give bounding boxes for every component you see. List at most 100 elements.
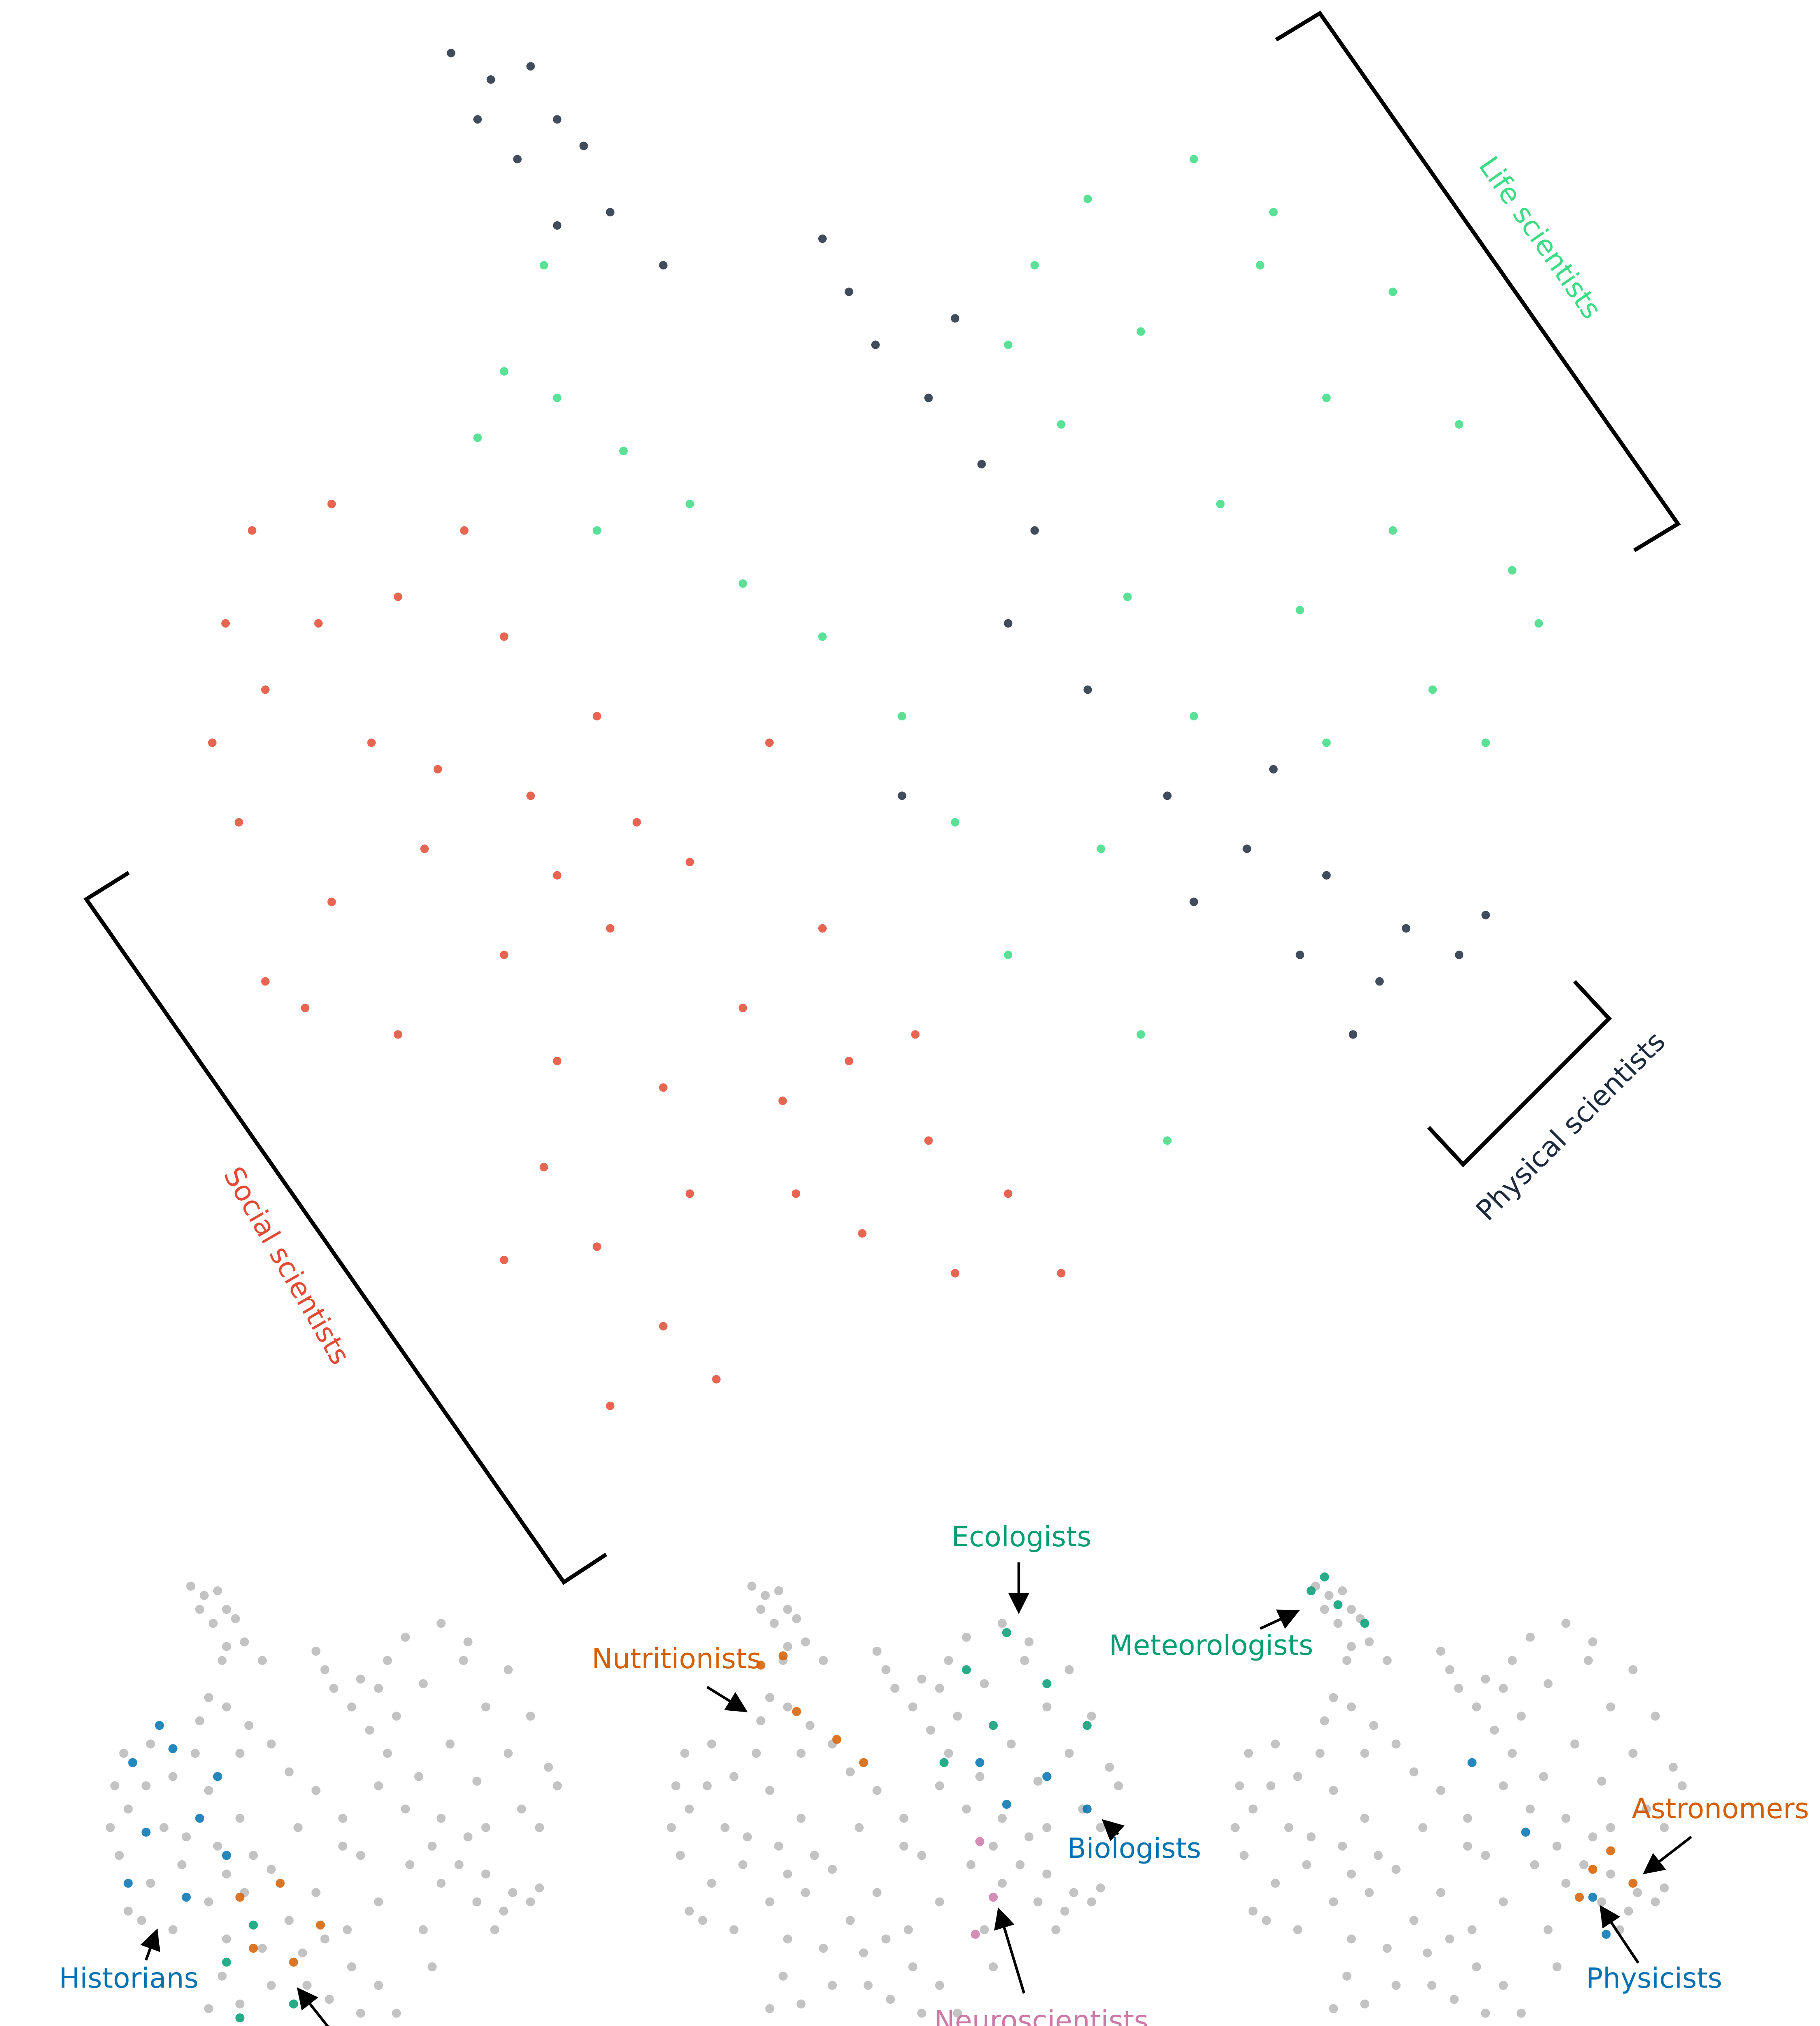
point	[997, 1619, 1007, 1628]
point	[899, 1841, 909, 1851]
point	[1530, 1860, 1539, 1870]
point	[526, 62, 535, 71]
point	[765, 1786, 774, 1795]
point	[1418, 1823, 1428, 1832]
point	[365, 1725, 374, 1735]
point	[756, 1605, 766, 1614]
point	[659, 1322, 668, 1331]
point	[1597, 1897, 1606, 1906]
point	[778, 1096, 787, 1105]
point	[513, 155, 522, 164]
point	[526, 1712, 535, 1721]
point	[886, 1995, 895, 2004]
point	[401, 1633, 410, 1642]
point	[1525, 1804, 1535, 1814]
point	[743, 1832, 752, 1842]
point	[394, 592, 402, 601]
point	[1243, 844, 1251, 853]
point	[539, 1163, 548, 1171]
point	[606, 924, 615, 933]
point	[235, 1748, 245, 1758]
point	[374, 1897, 383, 1906]
point	[1042, 1702, 1052, 1712]
series-label: Life scientists	[1472, 151, 1608, 325]
series-label: Ecologists	[952, 1521, 1092, 1553]
point	[1499, 1684, 1508, 1693]
point	[1606, 1869, 1615, 1879]
point	[845, 1916, 855, 1925]
point	[182, 1832, 191, 1842]
arrow	[1600, 1905, 1640, 1964]
point	[1436, 1888, 1446, 1897]
point	[1391, 1739, 1401, 1749]
point	[765, 2004, 774, 2013]
point	[329, 1684, 338, 1693]
point	[1597, 1776, 1606, 1786]
point	[899, 1814, 909, 1823]
point	[1584, 1656, 1593, 1665]
point	[338, 1841, 347, 1851]
point	[499, 1906, 509, 1916]
point	[977, 460, 986, 469]
point	[1588, 1865, 1598, 1874]
point	[1042, 1772, 1052, 1781]
point	[1020, 1656, 1029, 1665]
point	[1382, 1944, 1392, 1953]
point	[1284, 1823, 1294, 1832]
point	[327, 500, 336, 509]
point	[924, 1136, 933, 1145]
point	[1651, 1897, 1660, 1906]
point	[486, 75, 495, 84]
point	[1083, 685, 1092, 694]
point	[320, 1934, 329, 1944]
point	[765, 1693, 774, 1702]
point	[213, 1772, 222, 1781]
point	[481, 1869, 490, 1879]
point	[980, 1679, 989, 1688]
point	[778, 1651, 788, 1661]
point	[592, 712, 601, 720]
point	[796, 1999, 806, 2009]
point	[667, 1823, 676, 1832]
point	[383, 1656, 392, 1665]
point	[1490, 1725, 1499, 1735]
point	[1588, 1637, 1598, 1647]
point	[284, 1916, 294, 1925]
point	[1463, 1841, 1472, 1851]
point	[997, 1879, 1007, 1888]
point	[997, 1814, 1007, 1823]
point	[796, 1814, 806, 1823]
point	[1508, 566, 1516, 575]
point	[222, 1642, 231, 1651]
point	[490, 1925, 499, 1934]
point	[1136, 1030, 1145, 1039]
point	[1269, 765, 1278, 774]
series-label: Nutritionists	[592, 1643, 761, 1675]
point	[1472, 1962, 1481, 1972]
point	[908, 1702, 917, 1712]
point	[414, 1772, 423, 1781]
point	[553, 871, 562, 880]
point	[553, 221, 562, 230]
arrow	[706, 1686, 748, 1712]
point	[1333, 1619, 1343, 1628]
point	[235, 1999, 245, 2009]
point	[433, 765, 442, 774]
point	[859, 1758, 868, 1767]
point	[1391, 1981, 1401, 1990]
point	[676, 1851, 685, 1860]
point	[1307, 1832, 1316, 1842]
point	[1042, 1823, 1052, 1832]
point	[1579, 1860, 1589, 1870]
series-label: Biologists	[1067, 1832, 1201, 1865]
point	[460, 526, 469, 535]
point	[832, 1735, 841, 1744]
point	[1606, 1823, 1615, 1832]
point	[249, 1920, 258, 1930]
point	[204, 1786, 214, 1795]
point	[881, 1934, 891, 1944]
point	[783, 1642, 792, 1651]
point	[1004, 619, 1013, 628]
point	[374, 1981, 383, 1990]
point	[289, 1999, 298, 2009]
